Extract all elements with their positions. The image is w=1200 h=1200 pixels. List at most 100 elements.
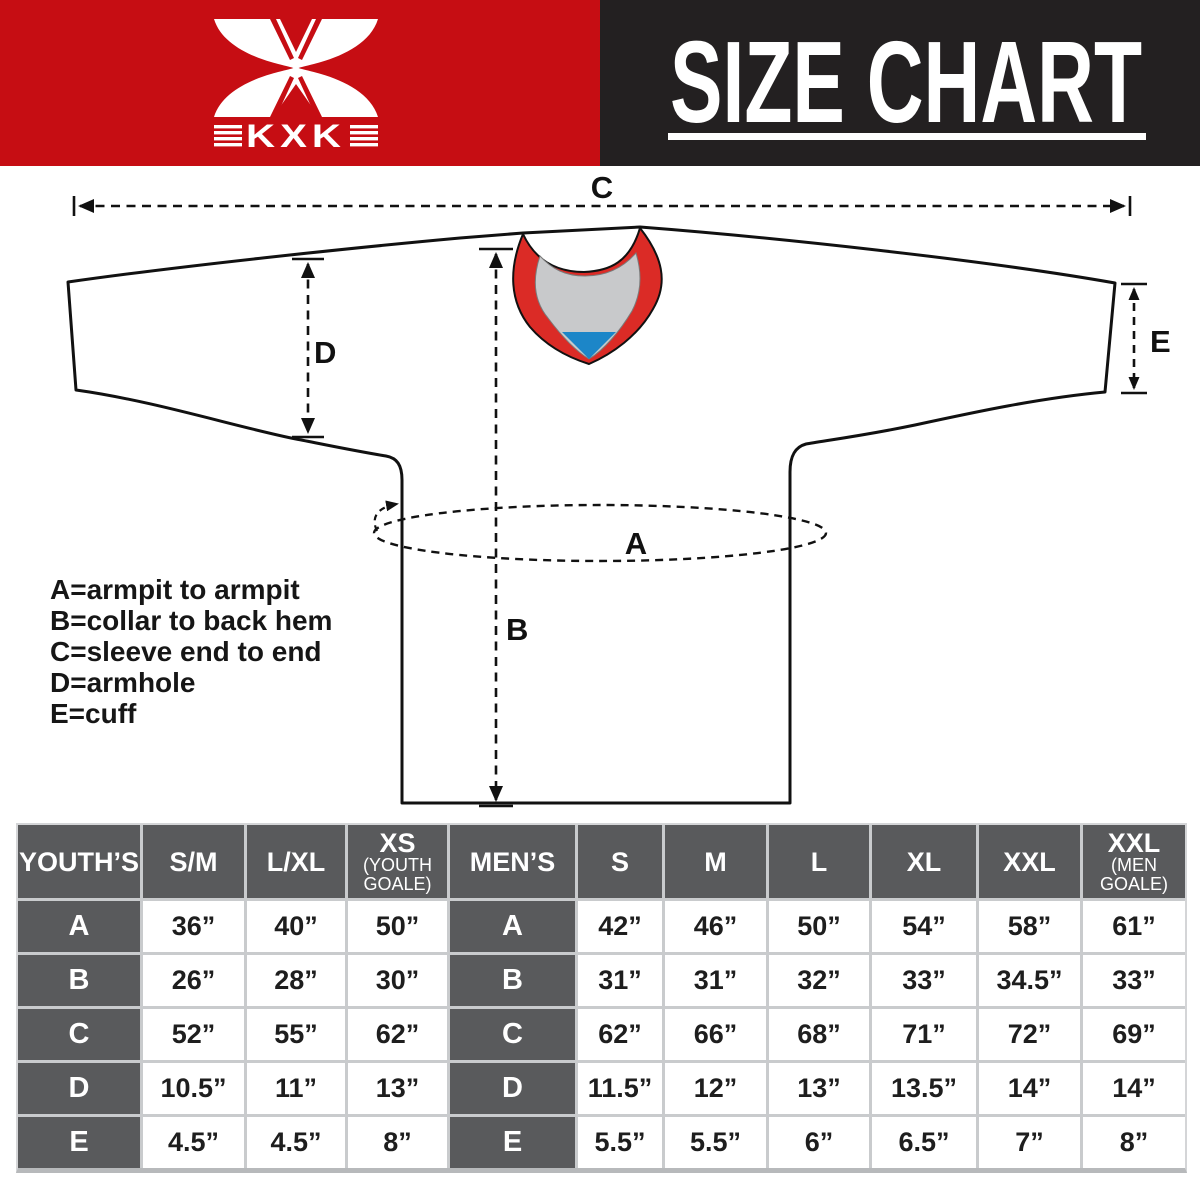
col-label: XS — [379, 827, 416, 858]
size-cell: 62” — [348, 1009, 447, 1060]
row-label-cell: E — [450, 1117, 575, 1168]
men-col-header: M — [665, 825, 766, 898]
size-table: YOUTH’S S/M L/XL XS (YOUTH GOALE) MEN’S … — [16, 823, 1187, 1173]
col-label: XL — [906, 846, 942, 877]
size-cell: 5.5” — [578, 1117, 662, 1168]
title-banner: SIZE CHART — [600, 0, 1200, 166]
size-cell: 6.5” — [872, 1117, 976, 1168]
col-label: L — [810, 846, 828, 877]
size-cell: 6” — [769, 1117, 869, 1168]
men-col-header: XXL — [979, 825, 1080, 898]
size-cell: 66” — [665, 1009, 766, 1060]
row-label-cell: A — [450, 901, 575, 952]
legend-line-b: B=collar to back hem — [50, 605, 333, 636]
legend-line-a: A=armpit to armpit — [50, 574, 300, 605]
col-label: XXL — [1107, 827, 1161, 858]
col-label: M — [704, 846, 727, 877]
kxk-x-icon-notches — [270, 19, 322, 117]
row-label-cell: C — [18, 1009, 140, 1060]
wordmark-bars-icon — [214, 125, 378, 147]
size-cell: 31” — [578, 955, 662, 1006]
measure-a — [372, 500, 828, 563]
size-cell: 11.5” — [578, 1063, 662, 1114]
youth-group-header: YOUTH’S — [18, 825, 140, 898]
row-label-cell: B — [18, 955, 140, 1006]
size-cell: 52” — [143, 1009, 244, 1060]
legend-line-c: C=sleeve end to end — [50, 636, 322, 667]
size-cell: 11” — [247, 1063, 345, 1114]
measure-a-label: A — [625, 526, 647, 561]
size-cell: 68” — [769, 1009, 869, 1060]
size-cell: 4.5” — [247, 1117, 345, 1168]
page-title: SIZE CHART — [670, 17, 1142, 147]
youth-col-header: S/M — [143, 825, 244, 898]
measurement-legend: A=armpit to armpit B=collar to back hem … — [50, 574, 332, 729]
size-cell: 69” — [1083, 1009, 1185, 1060]
row-label-cell: A — [18, 901, 140, 952]
jersey-measurement-diagram: C D B E A — [66, 170, 1171, 808]
size-cell: 72” — [979, 1009, 1080, 1060]
size-cell: 13.5” — [872, 1063, 976, 1114]
size-cell: 40” — [247, 901, 345, 952]
size-cell: 34.5” — [979, 955, 1080, 1006]
measure-b-label: B — [506, 612, 528, 647]
col-sublabel: (MEN GOALE) — [1099, 854, 1169, 894]
size-cell: 55” — [247, 1009, 345, 1060]
measure-d-label: D — [314, 335, 336, 370]
jersey-outline — [66, 225, 1117, 805]
size-cell: 5.5” — [665, 1117, 766, 1168]
size-cell: 4.5” — [143, 1117, 244, 1168]
size-cell: 36” — [143, 901, 244, 952]
measure-e-label: E — [1150, 324, 1171, 359]
youth-col-header: L/XL — [247, 825, 345, 898]
row-label-cell: D — [18, 1063, 140, 1114]
brand-wordmark: KXK — [246, 118, 346, 154]
measure-a-ellipse — [372, 503, 828, 563]
youth-col-header: XS (YOUTH GOALE) — [348, 825, 447, 898]
men-group-header: MEN’S — [450, 825, 575, 898]
size-cell: 8” — [1083, 1117, 1185, 1168]
size-cell: 28” — [247, 955, 345, 1006]
size-cell: 13” — [769, 1063, 869, 1114]
col-label: L/XL — [266, 846, 326, 877]
top-banner: KXK SIZE CHART — [0, 0, 1200, 166]
col-sublabel: (YOUTH GOALE) — [363, 854, 432, 894]
size-cell: 14” — [1083, 1063, 1185, 1114]
size-cell: 54” — [872, 901, 976, 952]
row-label-cell: B — [450, 955, 575, 1006]
size-cell: 32” — [769, 955, 869, 1006]
col-label: S — [610, 846, 629, 877]
size-cell: 58” — [979, 901, 1080, 952]
measure-a-label-bg — [616, 526, 656, 542]
collar — [512, 227, 663, 365]
size-cell: 46” — [665, 901, 766, 952]
size-cell: 50” — [769, 901, 869, 952]
size-cell: 33” — [1083, 955, 1185, 1006]
legend-line-d: D=armhole — [50, 667, 196, 698]
size-cell: 13” — [348, 1063, 447, 1114]
size-cell: 71” — [872, 1009, 976, 1060]
size-cell: 26” — [143, 955, 244, 1006]
row-label-cell: E — [18, 1117, 140, 1168]
row-label-cell: C — [450, 1009, 575, 1060]
size-cell: 10.5” — [143, 1063, 244, 1114]
brand-banner: KXK — [0, 0, 600, 166]
size-cell: 33” — [872, 955, 976, 1006]
size-cell: 8” — [348, 1117, 447, 1168]
size-cell: 30” — [348, 955, 447, 1006]
measure-a-curl-arrow-icon — [373, 500, 399, 532]
men-col-header: L — [769, 825, 869, 898]
title-underline — [668, 133, 1146, 140]
measure-b — [479, 247, 513, 808]
measure-c — [72, 196, 1132, 216]
kxk-logo: KXK — [214, 19, 378, 154]
men-col-header: XL — [872, 825, 976, 898]
size-cell: 14” — [979, 1063, 1080, 1114]
size-cell: 42” — [578, 901, 662, 952]
measure-d — [292, 257, 324, 439]
size-cell: 62” — [578, 1009, 662, 1060]
row-label-cell: D — [450, 1063, 575, 1114]
size-cell: 7” — [979, 1117, 1080, 1168]
size-cell: 61” — [1083, 901, 1185, 952]
